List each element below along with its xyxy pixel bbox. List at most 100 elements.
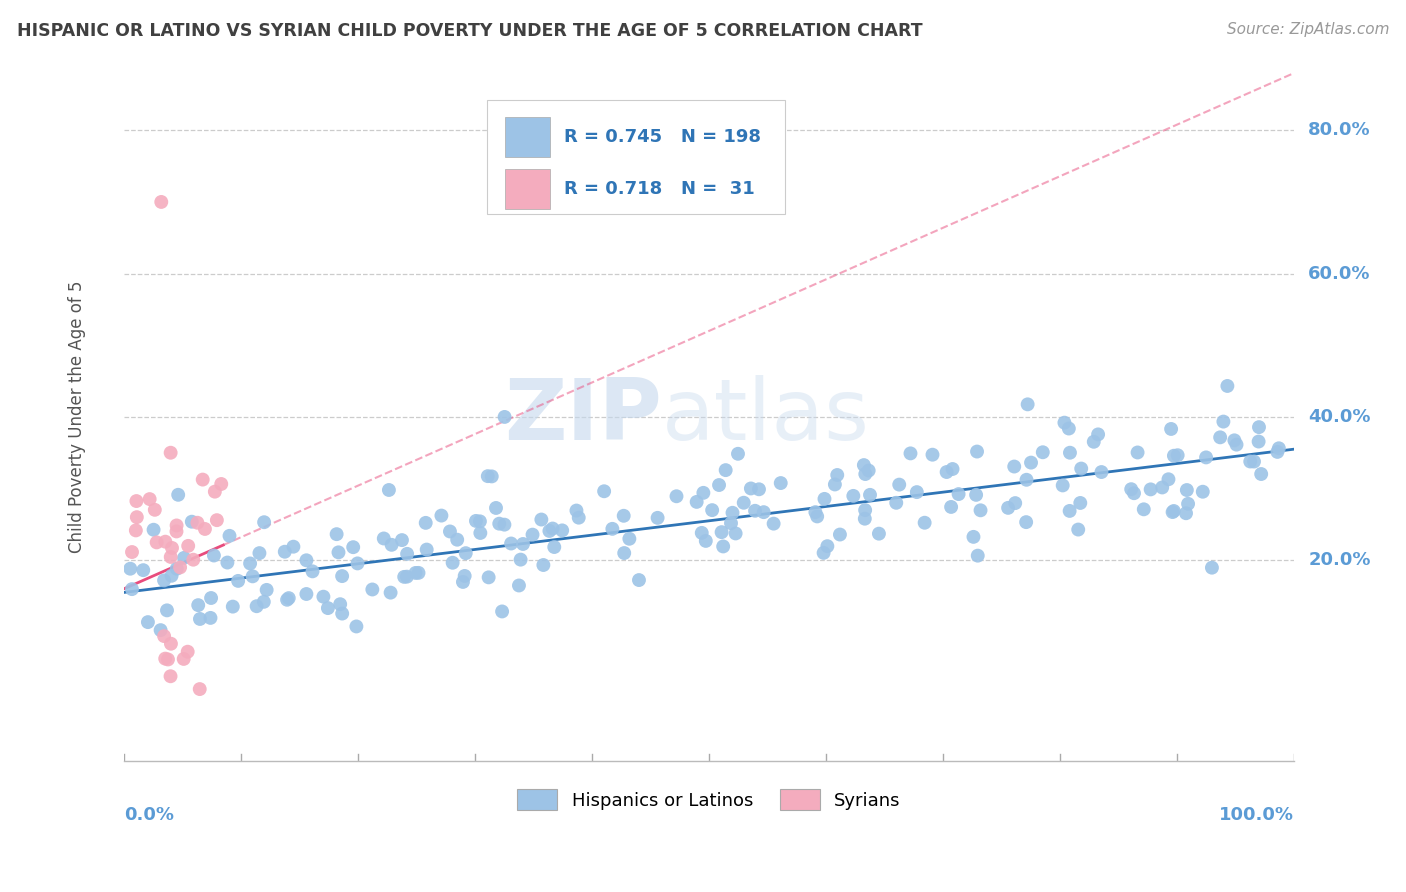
Point — [145, 535, 167, 549]
Point — [301, 565, 323, 579]
Point — [276, 592, 298, 607]
Point — [181, 552, 204, 566]
Point — [710, 525, 733, 540]
Point — [707, 478, 730, 492]
Point — [1123, 486, 1146, 500]
Point — [1223, 434, 1246, 448]
Point — [177, 539, 200, 553]
Point — [868, 526, 890, 541]
Point — [1175, 506, 1198, 520]
Point — [1015, 473, 1038, 487]
Point — [1201, 560, 1223, 574]
Point — [1175, 483, 1198, 497]
Point — [889, 477, 911, 491]
Point — [727, 447, 749, 461]
Point — [969, 503, 991, 517]
Point — [884, 496, 907, 510]
Point — [541, 522, 564, 536]
Point — [453, 569, 475, 583]
Point — [948, 487, 970, 501]
Point — [274, 545, 297, 559]
Point — [1195, 450, 1218, 465]
Point — [1059, 446, 1081, 460]
Point — [325, 527, 347, 541]
Point — [1132, 502, 1154, 516]
Point — [392, 570, 415, 584]
Text: R = 0.745   N = 198: R = 0.745 N = 198 — [564, 128, 761, 145]
Point — [815, 539, 838, 553]
Point — [160, 637, 183, 651]
Point — [593, 484, 616, 499]
Point — [346, 557, 368, 571]
Point — [531, 558, 554, 572]
Point — [1070, 461, 1092, 475]
Point — [1225, 437, 1247, 451]
Point — [692, 486, 714, 500]
Point — [962, 530, 984, 544]
Point — [1216, 379, 1239, 393]
Point — [491, 604, 513, 618]
Point — [724, 526, 747, 541]
Point — [439, 524, 461, 539]
Point — [316, 601, 339, 615]
Point — [136, 615, 159, 629]
Point — [914, 516, 936, 530]
Point — [806, 509, 828, 524]
Point — [191, 473, 214, 487]
Point — [1250, 467, 1272, 481]
Point — [441, 556, 464, 570]
Point — [733, 496, 755, 510]
Point — [613, 508, 636, 523]
Point — [361, 582, 384, 597]
Point — [159, 549, 181, 564]
Point — [690, 525, 713, 540]
Text: 40.0%: 40.0% — [1308, 408, 1371, 425]
Point — [1243, 454, 1265, 468]
Point — [125, 524, 148, 538]
Point — [312, 590, 335, 604]
Legend: Hispanics or Latinos, Syrians: Hispanics or Latinos, Syrians — [510, 782, 908, 817]
Point — [295, 553, 318, 567]
Point — [1247, 434, 1270, 449]
Point — [226, 574, 249, 588]
Point — [1177, 497, 1199, 511]
Point — [939, 500, 962, 514]
Point — [1053, 416, 1076, 430]
Point — [391, 533, 413, 547]
Point — [1032, 445, 1054, 459]
Point — [762, 516, 785, 531]
Point — [1239, 454, 1261, 468]
Point — [721, 506, 744, 520]
Point — [744, 504, 766, 518]
Point — [205, 513, 228, 527]
Point — [465, 514, 488, 528]
Point — [619, 532, 641, 546]
Point — [468, 514, 491, 528]
Point — [508, 578, 530, 592]
Point — [253, 515, 276, 529]
Point — [277, 591, 299, 606]
Point — [1126, 445, 1149, 459]
Point — [202, 549, 225, 563]
Text: Source: ZipAtlas.com: Source: ZipAtlas.com — [1226, 22, 1389, 37]
Point — [509, 552, 531, 566]
Point — [125, 510, 148, 524]
Point — [415, 516, 437, 530]
Point — [966, 549, 988, 563]
Point — [204, 484, 226, 499]
Point — [470, 525, 492, 540]
Point — [828, 527, 851, 541]
Point — [188, 682, 211, 697]
Point — [342, 540, 364, 554]
Point — [153, 629, 176, 643]
Point — [408, 566, 430, 580]
Point — [121, 545, 143, 559]
FancyBboxPatch shape — [505, 117, 550, 157]
Point — [935, 465, 957, 479]
Point — [900, 446, 922, 460]
Point — [1057, 421, 1080, 435]
Point — [155, 651, 177, 665]
Point — [159, 669, 181, 683]
Text: R = 0.718   N =  31: R = 0.718 N = 31 — [564, 180, 755, 198]
Point — [825, 468, 848, 483]
